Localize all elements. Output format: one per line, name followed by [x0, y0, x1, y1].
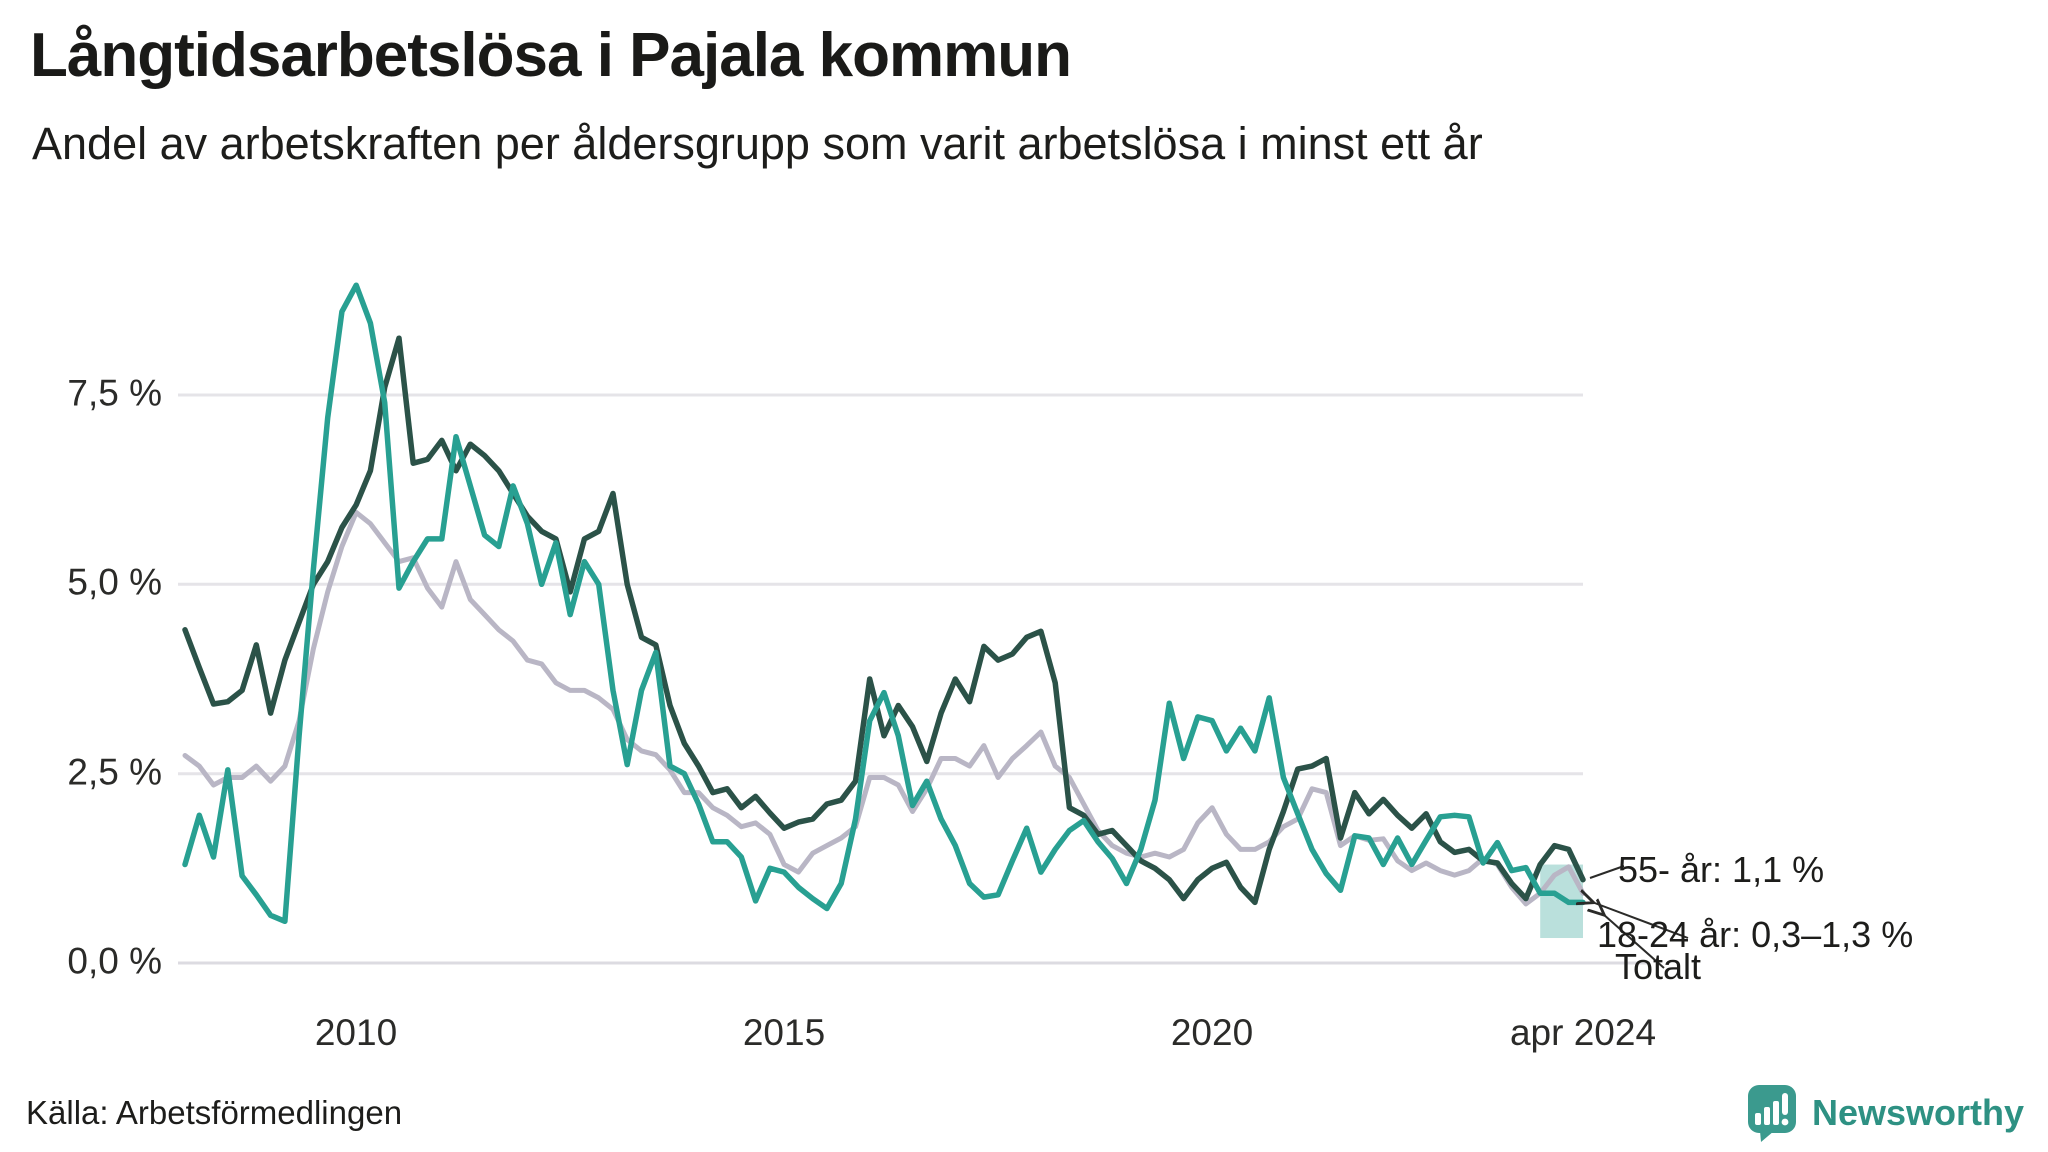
connector-totalt [1603, 914, 1665, 969]
y-axis-tick-5-0: 5,0 % [67, 561, 162, 603]
line-18-24-ar [182, 282, 1586, 925]
page-subtitle: Andel av arbetskraften per åldersgrupp s… [32, 118, 1483, 169]
y-axis-tick-0: 0,0 % [67, 940, 162, 982]
connector-18-24-ar [1592, 902, 1689, 939]
newsworthy-logo-icon [1746, 1083, 1798, 1143]
line-55-ar [182, 335, 1586, 906]
source-note: Källa: Arbetsförmedlingen [26, 1094, 403, 1131]
page-title: Långtidsarbetslösa i Pajala kommun [30, 21, 1072, 90]
newsworthy-logo: Newsworthy [1746, 1082, 2024, 1144]
x-axis-tick-2015: 2015 [742, 1012, 826, 1053]
newsworthy-wordmark: Newsworthy [1811, 1092, 2024, 1133]
x-axis-tick-2020: 2020 [1170, 1012, 1254, 1053]
x-axis-tick-apr-2024: apr 2024 [1509, 1012, 1657, 1053]
series-label-totalt: Totalt [1615, 946, 1702, 987]
line-totalt [182, 509, 1586, 907]
series-label-18-24-ar: 18-24 år: 0,3–1,3 % [1597, 914, 1914, 955]
connector-55-ar [1589, 865, 1625, 879]
series-label-55-ar: 55- år: 1,1 % [1618, 849, 1825, 890]
x-axis-tick-2010: 2010 [314, 1012, 398, 1053]
y-axis-tick-7-5: 7,5 % [67, 372, 162, 414]
y-axis-tick-2-5: 2,5 % [67, 751, 162, 793]
